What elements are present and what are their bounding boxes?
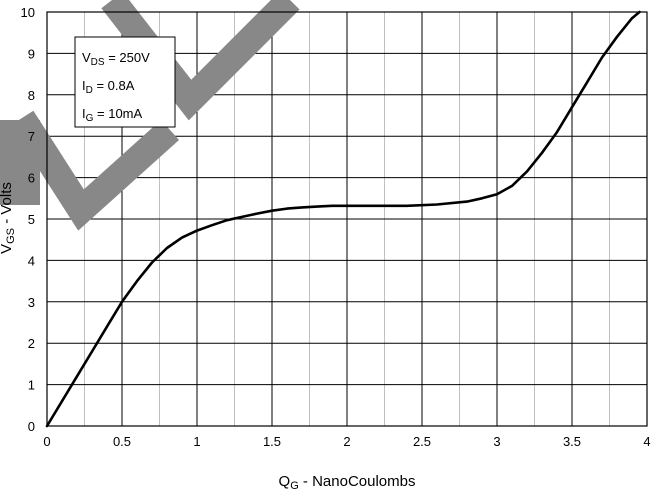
watermark-check-marks [0,0,300,231]
y-tick-label: 2 [28,336,35,351]
y-tick-label: 0 [28,419,35,434]
series [45,10,641,428]
x-tick-label: 0.5 [113,434,131,449]
x-axis-label: QG - NanoCoulombs [279,473,416,492]
x-tick-label: 2.5 [413,434,431,449]
watermark-check-mark [101,0,300,121]
y-tick-label: 10 [21,5,35,20]
y-tick-labels: 0 1 2 3 4 5 6 7 8 9 10 [21,5,35,434]
watermark-check-mark [10,110,180,231]
legend: VDS = 250V ID = 0.8A IG = 10mA [74,36,176,128]
legend-line-ig: IG = 10mA [82,106,143,124]
y-tick-label: 1 [28,378,35,393]
y-tick-label: 7 [28,129,35,144]
series-line-0 [45,10,641,428]
y-tick-label: 3 [28,295,35,310]
plot-border [46,11,648,427]
y-tick-label: 4 [28,253,35,268]
y-tick-label: 8 [28,88,35,103]
x-tick-label: 0 [43,434,50,449]
x-tick-label: 1.5 [263,434,281,449]
plot-frame [46,11,648,427]
y-tick-label: 9 [28,46,35,61]
x-tick-label: 2 [343,434,350,449]
y-axis-label: VGS - Volts [0,182,17,254]
legend-line-id: ID = 0.8A [82,78,135,96]
x-tick-label: 3.5 [563,434,581,449]
y-tick-label: 6 [28,171,35,186]
x-tick-labels: 0 0.5 1 1.5 2 2.5 3 3.5 4 [43,434,650,449]
x-tick-label: 3 [493,434,500,449]
x-tick-label: 1 [193,434,200,449]
legend-box [74,36,176,128]
y-tick-label: 5 [28,212,35,227]
legend-line-vds: VDS = 250V [82,50,150,68]
x-tick-label: 4 [643,434,650,449]
watermark-bar [0,120,40,205]
